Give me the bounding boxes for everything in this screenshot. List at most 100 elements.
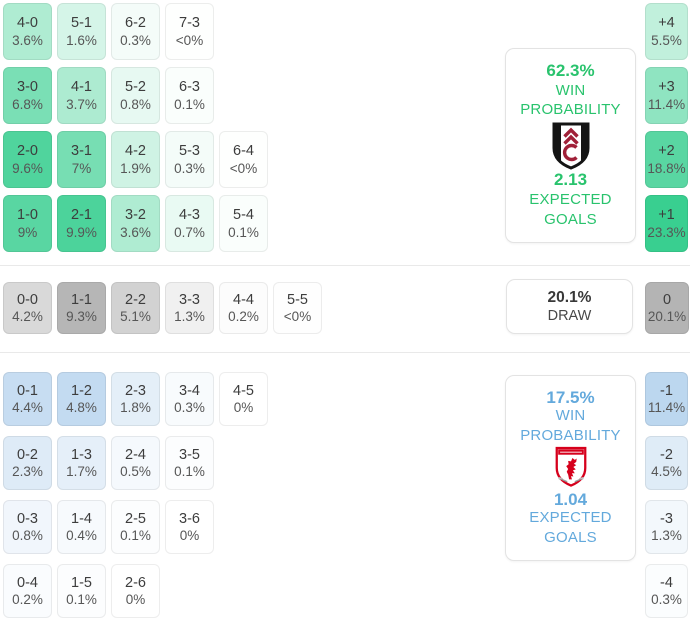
- tile-probability: <0%: [229, 160, 258, 176]
- tile-score: 4-2: [125, 143, 146, 159]
- tile-score: 4-0: [17, 15, 38, 31]
- home-score-tile: 1-0 9%: [3, 195, 52, 252]
- tile-score: 4-5: [233, 382, 254, 399]
- tile-score: 4-3: [179, 207, 200, 223]
- tile-probability: 1.7%: [66, 464, 97, 479]
- tile-score: 1-0: [17, 207, 38, 223]
- tile-score: 1-5: [71, 574, 92, 591]
- tile-probability: 0%: [125, 592, 146, 607]
- home-score-tile: 2-0 9.6%: [3, 131, 52, 188]
- draw-margin-tile: 0 20.1%: [645, 282, 689, 334]
- draw-score-tile: 1-1 9.3%: [57, 282, 106, 334]
- tile-probability: 0.2%: [12, 592, 43, 607]
- away-win-probability-value: 17.5%: [546, 388, 595, 407]
- away-score-tile: 3-6 0%: [165, 500, 214, 554]
- probability-label: PROBABILITY: [520, 101, 621, 119]
- tile-probability: 0.5%: [120, 464, 151, 479]
- tile-probability: 0.1%: [120, 528, 151, 543]
- draw-score-tile: 4-4 0.2%: [219, 282, 268, 334]
- win-label: WIN: [555, 81, 586, 99]
- tile-probability: 3.6%: [12, 32, 43, 48]
- away-score-tile: 4-5 0%: [219, 372, 268, 426]
- away-expected-goals-label: EXPECTED GOALS: [529, 508, 611, 547]
- home-score-tile: 2-1 9.9%: [57, 195, 106, 252]
- tile-score: 0: [662, 291, 672, 308]
- away-score-tile: 1-4 0.4%: [57, 500, 106, 554]
- home-margin-tile: +4 5.5%: [645, 3, 688, 60]
- tile-score: -2: [660, 446, 673, 463]
- tile-probability: 0.1%: [174, 464, 205, 479]
- home-win-probability-value: 62.3%: [546, 61, 595, 80]
- home-score-tile: 4-2 1.9%: [111, 131, 160, 188]
- tile-probability: 0.3%: [120, 32, 151, 48]
- away-win-probability-label: WIN PROBABILITY: [520, 406, 621, 445]
- tile-score: 5-3: [179, 143, 200, 159]
- tile-probability: 1.3%: [174, 309, 205, 324]
- tile-score: 2-3: [125, 382, 146, 399]
- tile-probability: 0.1%: [174, 96, 205, 112]
- tile-probability: 4.2%: [12, 309, 43, 324]
- tile-score: 1-3: [71, 446, 92, 463]
- home-score-tile: 4-3 0.7%: [165, 195, 214, 252]
- tile-probability: 4.8%: [66, 400, 97, 415]
- tile-probability: 9.6%: [12, 160, 43, 176]
- probability-label: PROBABILITY: [520, 426, 621, 444]
- tile-score: 6-4: [233, 143, 254, 159]
- tile-probability: 3.7%: [66, 96, 97, 112]
- tile-probability: 0.8%: [12, 528, 43, 543]
- tile-score: -1: [660, 382, 673, 399]
- tile-score: 2-1: [71, 207, 92, 223]
- tile-probability: 18.8%: [647, 160, 686, 176]
- tile-probability: 9.9%: [66, 224, 97, 240]
- home-score-tile: 7-3 <0%: [165, 3, 214, 60]
- tile-score: 2-2: [125, 291, 146, 308]
- tile-probability: 1.3%: [651, 528, 682, 543]
- draw-label: DRAW: [547, 308, 592, 324]
- tile-score: 0-1: [17, 382, 38, 399]
- draw-score-tile: 3-3 1.3%: [165, 282, 214, 334]
- tile-probability: 0.3%: [651, 592, 682, 607]
- away-expected-goals-value: 1.04: [553, 490, 588, 509]
- section-divider: [0, 352, 690, 353]
- tile-score: +2: [658, 143, 675, 159]
- tile-score: 3-6: [179, 510, 200, 527]
- tile-score: -4: [660, 574, 673, 591]
- home-score-tile: 4-0 3.6%: [3, 3, 52, 60]
- tile-probability: 23.3%: [647, 224, 686, 240]
- home-score-tile: 3-2 3.6%: [111, 195, 160, 252]
- tile-score: +4: [658, 15, 675, 31]
- tile-probability: 4.4%: [12, 400, 43, 415]
- tile-probability: 9%: [17, 224, 38, 240]
- middlesbrough-crest-icon: [552, 445, 590, 491]
- tile-probability: 0.2%: [228, 309, 259, 324]
- away-score-tile: 0-1 4.4%: [3, 372, 52, 426]
- tile-score: 6-3: [179, 79, 200, 95]
- home-score-tile: 6-4 <0%: [219, 131, 268, 188]
- home-expected-goals-label: EXPECTED GOALS: [529, 190, 611, 229]
- tile-probability: 9.3%: [66, 309, 97, 324]
- tile-score: 0-4: [17, 574, 38, 591]
- away-margin-tile: -1 11.4%: [645, 372, 688, 426]
- tile-probability: 6.8%: [12, 96, 43, 112]
- home-score-tile: 5-1 1.6%: [57, 3, 106, 60]
- tile-score: +3: [658, 79, 675, 95]
- tile-score: 2-4: [125, 446, 146, 463]
- away-margin-tile: -3 1.3%: [645, 500, 688, 554]
- tile-probability: 2.3%: [12, 464, 43, 479]
- tile-probability: 0.3%: [174, 400, 205, 415]
- expected-label: EXPECTED: [529, 509, 612, 526]
- home-score-tile: 6-2 0.3%: [111, 3, 160, 60]
- home-expected-goals-value: 2.13: [553, 170, 588, 190]
- tile-score: 4-4: [233, 291, 254, 308]
- home-score-tile: 4-1 3.7%: [57, 67, 106, 124]
- tile-probability: 1.6%: [66, 32, 97, 48]
- away-score-tile: 3-5 0.1%: [165, 436, 214, 490]
- goals-label: GOALS: [544, 210, 597, 228]
- tile-score: +1: [658, 207, 675, 223]
- tile-probability: 11.4%: [647, 400, 686, 415]
- tile-probability: 5.5%: [651, 32, 682, 48]
- section-divider: [0, 265, 690, 266]
- away-score-tile: 2-4 0.5%: [111, 436, 160, 490]
- tile-score: 7-3: [179, 15, 200, 31]
